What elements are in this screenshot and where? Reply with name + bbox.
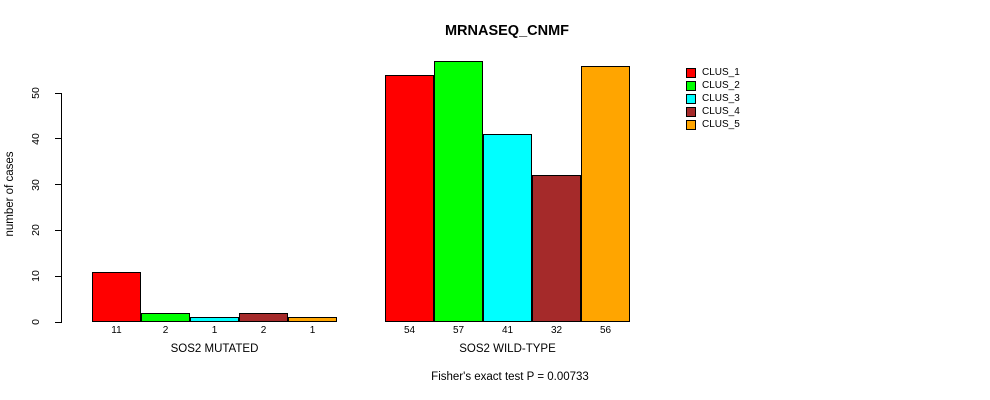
bar-value-label: 54 — [403, 325, 416, 336]
legend-label: CLUS_5 — [702, 119, 740, 130]
legend-item: CLUS_5 — [686, 118, 740, 131]
legend-color-swatch — [686, 67, 696, 78]
bar-value-label: 11 — [111, 325, 122, 336]
y-axis-tick — [55, 229, 62, 231]
bar-value-label: 2 — [162, 325, 169, 336]
y-axis — [61, 93, 62, 322]
y-axis-tick — [55, 275, 62, 277]
legend-color-swatch — [686, 119, 696, 130]
bar-clus_1 — [385, 75, 434, 322]
y-axis-tick-label: 50 — [30, 87, 42, 99]
bar-value-label: 1 — [309, 325, 316, 336]
bar-value-label: 1 — [211, 325, 218, 336]
y-axis-tick-label: 0 — [30, 319, 42, 325]
y-axis-tick-label: 20 — [30, 224, 42, 237]
bar-clus_4 — [239, 313, 288, 322]
legend-item: CLUS_4 — [686, 105, 740, 118]
legend-color-swatch — [686, 93, 696, 104]
legend-label: CLUS_1 — [702, 67, 740, 78]
bar-clus_5 — [288, 317, 337, 322]
legend-label: CLUS_3 — [702, 93, 740, 104]
bar-clus_5 — [581, 66, 630, 322]
bar-value-label: 41 — [501, 325, 514, 336]
bar-clus_3 — [190, 317, 239, 322]
legend-color-swatch — [686, 106, 696, 117]
bar-clus_2 — [434, 61, 483, 322]
x-axis-group-label: SOS2 MUTATED — [170, 343, 259, 355]
bar-value-label: 56 — [599, 325, 612, 336]
bar-value-label: 32 — [550, 325, 563, 336]
y-axis-label: number of cases — [4, 151, 16, 237]
legend: CLUS_1 CLUS_2 CLUS_3 CLUS_4 CLUS_5 — [686, 66, 740, 131]
bar-clus_4 — [532, 175, 581, 322]
bar-value-label: 2 — [260, 325, 267, 336]
legend-color-swatch — [686, 80, 696, 91]
y-axis-tick — [55, 184, 62, 186]
y-axis-tick — [55, 92, 62, 94]
y-axis-tick-label: 30 — [30, 178, 42, 191]
fisher-test-annotation: Fisher's exact test P = 0.00733 — [431, 371, 589, 383]
bar-clus_3 — [483, 134, 532, 322]
bar-clus_2 — [141, 313, 190, 322]
bar-value-label: 57 — [452, 325, 465, 336]
bar-clus_1 — [92, 272, 141, 322]
chart-title: MRNASEQ_CNMF — [444, 23, 570, 39]
y-axis-tick-label: 40 — [30, 132, 42, 145]
legend-item: CLUS_2 — [686, 79, 740, 92]
legend-item: CLUS_1 — [686, 66, 740, 79]
y-axis-tick-label: 10 — [30, 270, 42, 283]
legend-label: CLUS_4 — [702, 106, 740, 117]
legend-label: CLUS_2 — [702, 80, 740, 91]
legend-item: CLUS_3 — [686, 92, 740, 105]
x-axis-group-label: SOS2 WILD-TYPE — [459, 343, 556, 355]
y-axis-tick — [55, 321, 62, 323]
y-axis-tick — [55, 138, 62, 140]
